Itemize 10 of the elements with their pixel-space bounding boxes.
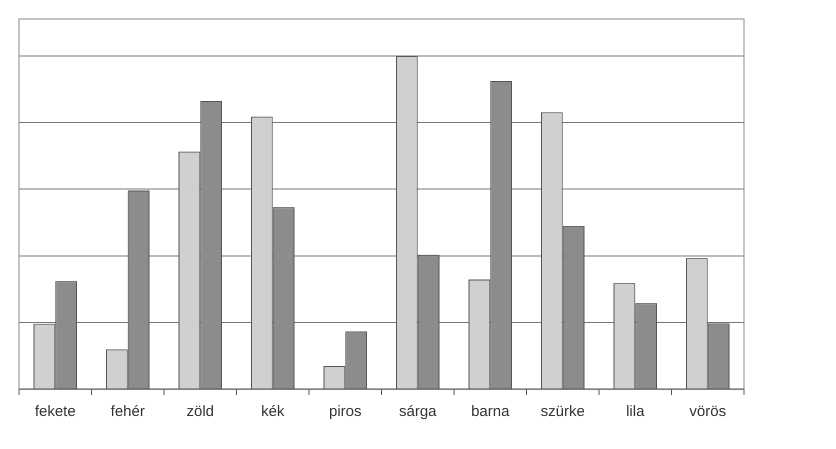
x-tick-label: vörös <box>689 403 726 420</box>
x-tick-label: szürke <box>540 403 585 420</box>
x-tick-label: zöld <box>186 403 214 420</box>
x-tick-label: fehér <box>110 403 145 420</box>
x-tick-label: sárga <box>398 403 438 420</box>
x-tick-label: barna <box>471 403 510 420</box>
x-tick-label: fekete <box>34 403 76 420</box>
x-tick-label: lila <box>626 403 646 420</box>
x-tick-label: kék <box>261 403 285 420</box>
x-tick-label: piros <box>328 403 362 420</box>
